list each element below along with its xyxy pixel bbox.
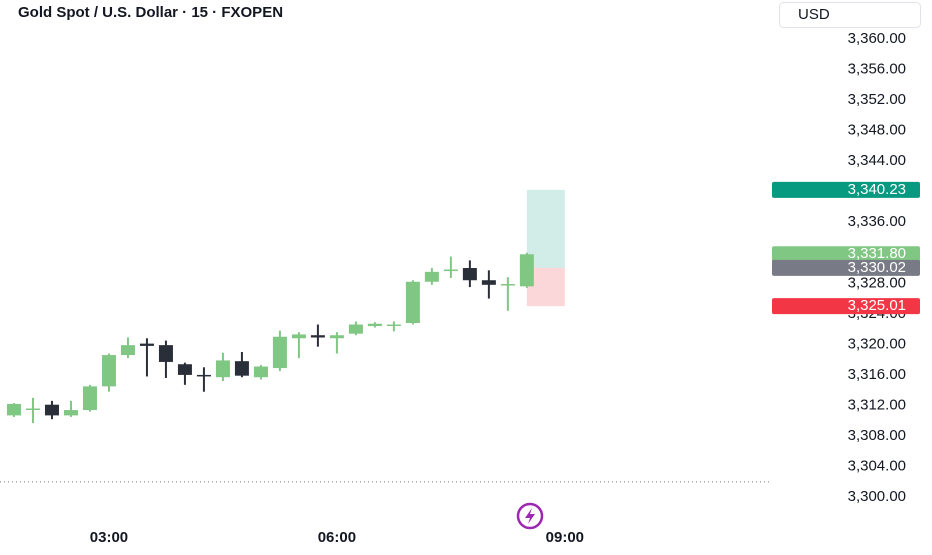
candle-body: [310, 335, 325, 338]
candle-body: [348, 324, 363, 334]
candle-body: [196, 374, 211, 377]
candle-body: [272, 336, 287, 369]
candle-body: [253, 366, 268, 378]
candle-body: [82, 386, 97, 411]
candle-body: [6, 403, 21, 416]
candle-body: [234, 361, 249, 376]
y-tick-label: 3,300.00: [848, 488, 906, 505]
candle-body: [519, 254, 534, 287]
icon-bolt: [525, 508, 535, 524]
entry-label-text: 3,330.02: [848, 259, 906, 276]
candle-body: [215, 360, 230, 378]
candle-body: [367, 323, 382, 327]
y-tick-label: 3,316.00: [848, 366, 906, 383]
candle-body: [405, 281, 420, 323]
chart-title: Gold Spot / U.S. Dollar · 15 · FXOPEN: [18, 4, 283, 21]
y-tick-label: 3,320.00: [848, 335, 906, 352]
candle-body: [63, 410, 78, 416]
y-tick-label: 3,304.00: [848, 458, 906, 475]
x-tick-label: 09:00: [546, 529, 584, 546]
candle-body: [443, 269, 458, 272]
stop-label-text: 3,325.01: [848, 297, 906, 314]
currency-label: USD: [798, 6, 830, 23]
entry-label-box: [772, 259, 920, 276]
candle-body: [481, 280, 496, 285]
stop-label-box: [772, 298, 920, 315]
candle-body: [177, 364, 192, 375]
y-tick-label: 3,348.00: [848, 122, 906, 139]
y-tick-label: 3,356.00: [848, 60, 906, 77]
y-tick-label: 3,360.00: [848, 30, 906, 47]
candle-body: [139, 343, 154, 346]
candle-body: [158, 345, 173, 362]
y-tick-label: 3,308.00: [848, 427, 906, 444]
currency-button[interactable]: [779, 2, 921, 28]
candle-body: [500, 284, 515, 286]
target-label-box: [772, 181, 920, 198]
candle-body: [101, 355, 116, 387]
candle-body: [44, 404, 59, 416]
candle-body: [25, 408, 40, 411]
candle-body: [386, 324, 401, 327]
candle-body: [329, 335, 344, 339]
y-tick-label: 3,312.00: [848, 396, 906, 413]
x-tick-label: 06:00: [318, 529, 356, 546]
y-tick-label: 3,336.00: [848, 213, 906, 230]
candle-body: [424, 271, 439, 282]
candle-body: [120, 345, 135, 356]
target-label-text: 3,340.23: [848, 181, 906, 198]
y-tick-label: 3,344.00: [848, 152, 906, 169]
last-price-label-text: 3,331.80: [848, 245, 906, 262]
y-tick-label: 3,328.00: [848, 274, 906, 291]
x-tick-label: 03:00: [90, 529, 128, 546]
candle-body: [462, 268, 477, 281]
candle-body: [291, 334, 306, 339]
lightning-icon[interactable]: [516, 502, 544, 530]
y-tick-label: 3,352.00: [848, 91, 906, 108]
